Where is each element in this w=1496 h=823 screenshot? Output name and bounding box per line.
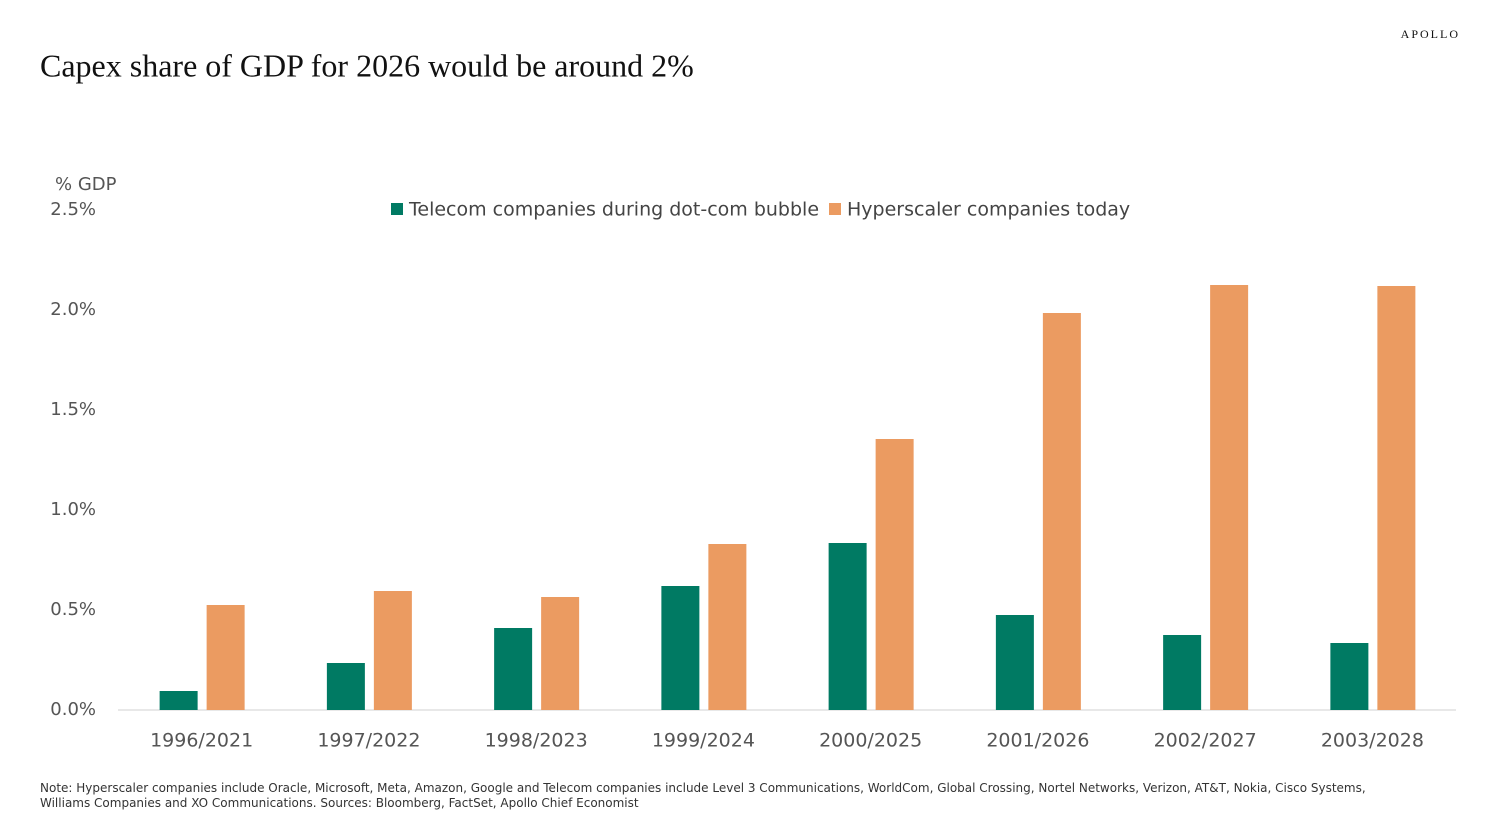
bar xyxy=(373,591,412,710)
legend-label: Hyperscaler companies today xyxy=(847,199,1130,221)
x-tick-label: 2001/2026 xyxy=(986,730,1089,752)
y-tick-label: 1.5% xyxy=(50,399,96,420)
bar xyxy=(875,439,914,710)
note: Note: Hyperscaler companies include Orac… xyxy=(40,781,1366,810)
x-tick-label: 2003/2028 xyxy=(1321,730,1424,752)
x-tick-label: 1999/2024 xyxy=(652,730,755,752)
legend-label: Telecom companies during dot-com bubble xyxy=(408,199,819,221)
bar xyxy=(995,615,1034,710)
brand: APOLLO xyxy=(1401,27,1460,41)
y-tick-label: 2.5% xyxy=(50,199,96,220)
bar xyxy=(159,691,198,710)
bar xyxy=(326,663,365,710)
y-axis-label: % GDP xyxy=(55,174,117,195)
bar xyxy=(828,543,867,710)
x-tick-label: 1997/2022 xyxy=(317,730,420,752)
x-tick-label: 1998/2023 xyxy=(485,730,588,752)
bar xyxy=(661,586,700,710)
y-tick-label: 2.0% xyxy=(50,299,96,320)
bar xyxy=(1330,643,1369,710)
bar xyxy=(1210,285,1249,710)
y-tick-label: 0.0% xyxy=(50,699,96,720)
bar xyxy=(1377,286,1416,710)
x-tick-label: 2002/2027 xyxy=(1154,730,1257,752)
y-tick-label: 0.5% xyxy=(50,599,96,620)
bar xyxy=(206,605,245,710)
x-tick-label: 1996/2021 xyxy=(150,730,253,752)
bar xyxy=(494,628,533,710)
x-tick-label: 2000/2025 xyxy=(819,730,922,752)
bar xyxy=(1163,635,1202,710)
bar xyxy=(708,544,747,710)
legend-swatch xyxy=(391,203,403,215)
y-tick-label: 1.0% xyxy=(50,499,96,520)
bar xyxy=(1042,313,1081,710)
legend-swatch xyxy=(829,203,841,215)
chart-title: Capex share of GDP for 2026 would be aro… xyxy=(40,47,694,83)
bar xyxy=(541,597,580,710)
